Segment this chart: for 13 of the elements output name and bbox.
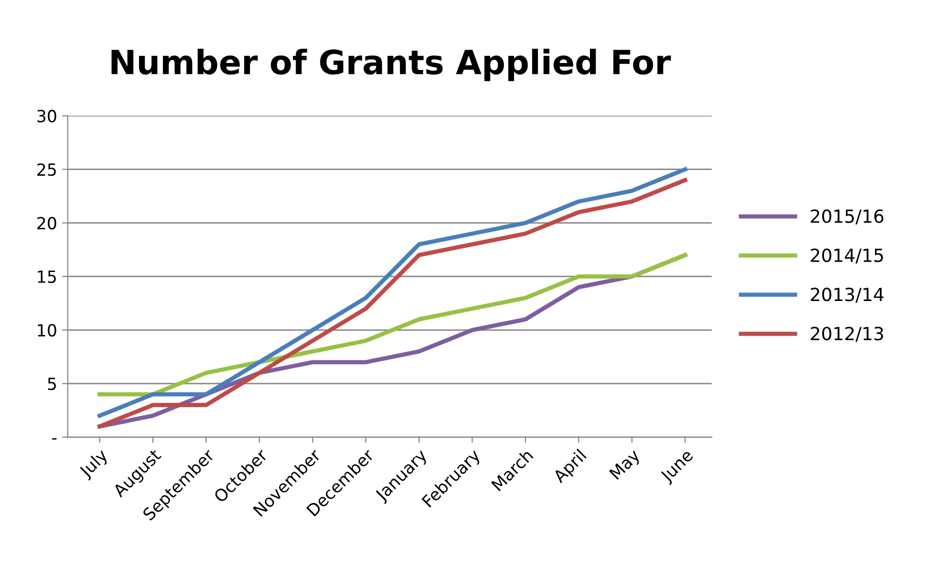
line-series — [98, 252, 688, 396]
y-tick-label: 5 — [48, 378, 56, 390]
legend-label: 2015/16 — [810, 209, 884, 224]
y-tick-label: - — [52, 438, 57, 440]
y-tick-label: 15 — [38, 270, 56, 284]
legend-label: 2013/14 — [810, 288, 884, 303]
legend-label: 2014/15 — [810, 248, 883, 264]
y-tick-label: 25 — [37, 163, 56, 176]
y-tick-label: 30 — [37, 110, 56, 122]
legend-label: 2012/13 — [810, 326, 884, 342]
y-tick-label: 20 — [37, 216, 56, 230]
y-tick-label: 10 — [38, 324, 56, 337]
chart-title: Number of Grants Applied For — [112, 48, 671, 82]
